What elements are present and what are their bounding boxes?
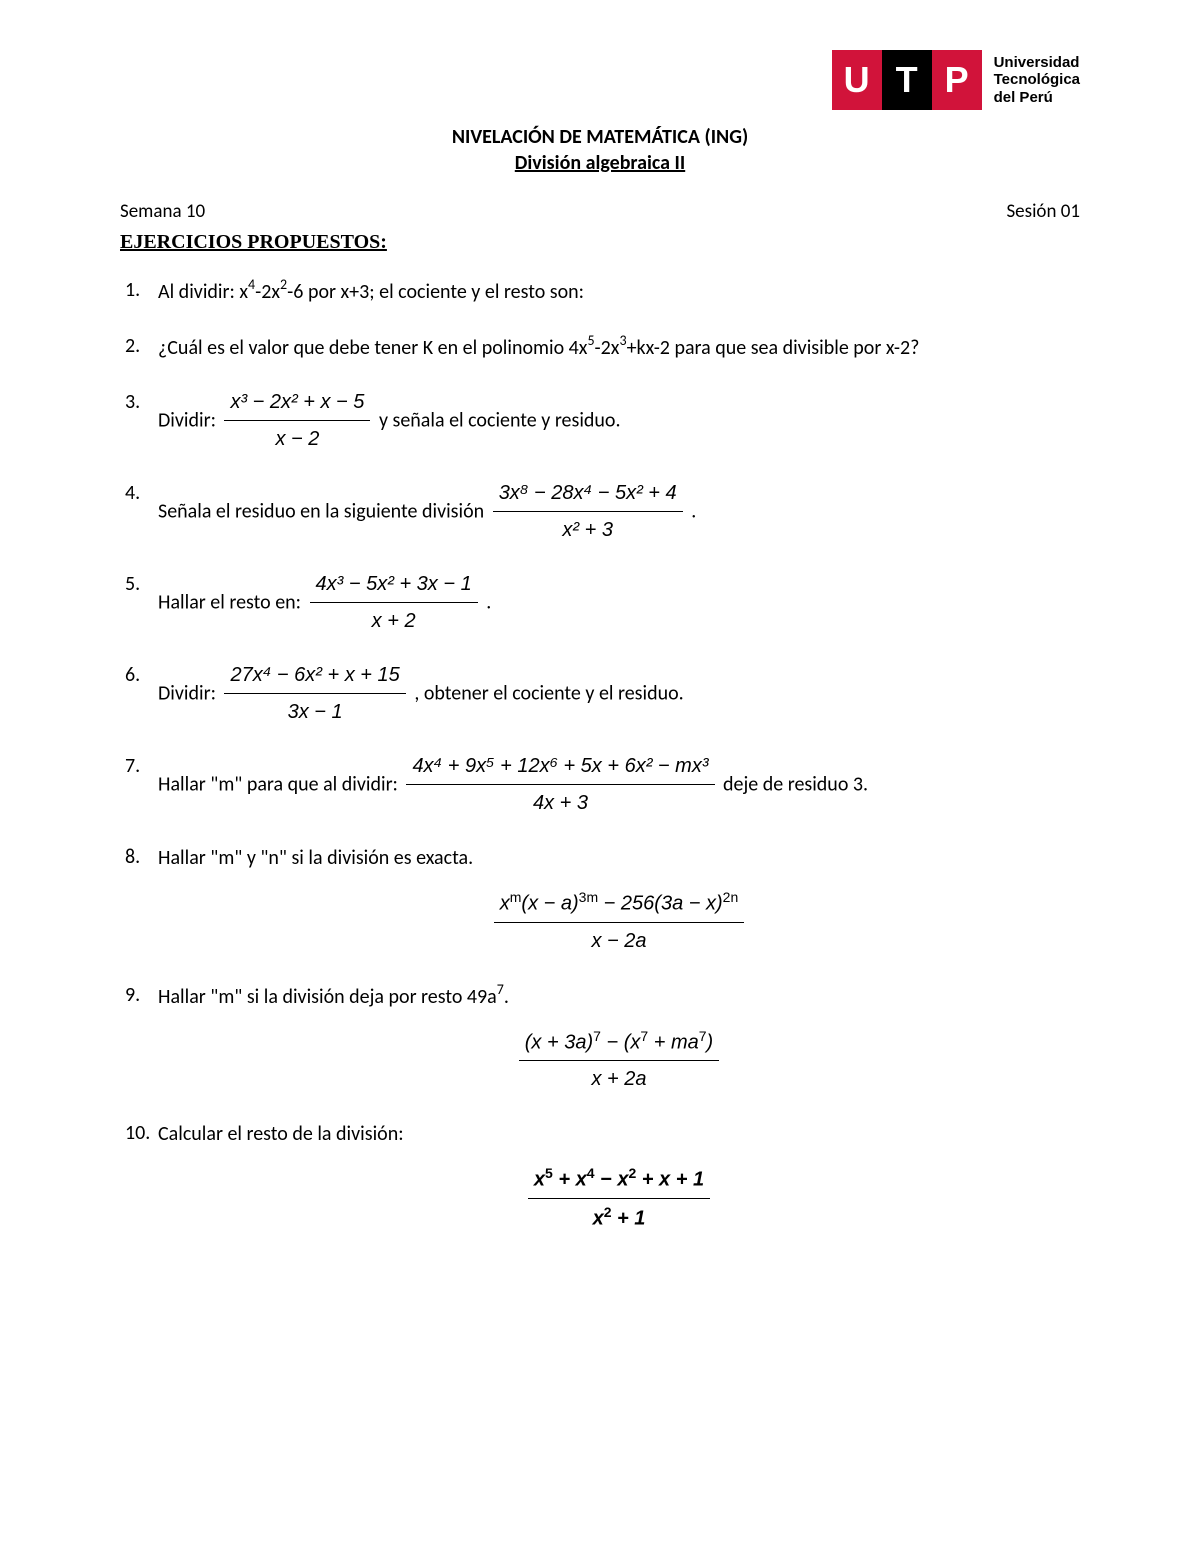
uni-line2: Tecnológica: [994, 71, 1080, 88]
university-name: Universidad Tecnológica del Perú: [994, 54, 1080, 106]
ex9-text-a: Hallar "m" si la división deja por resto…: [158, 985, 497, 1009]
ex6-text-a: Dividir:: [158, 681, 220, 705]
ex8-denominator: x − 2a: [494, 923, 744, 957]
ex4-fraction: 3x⁸ − 28x⁴ − 5x² + 4 x² + 3: [493, 477, 683, 546]
ex2-text-c: +kx-2 para que sea divisible por x-2?: [627, 336, 920, 360]
ex7-numerator: 4x⁴ + 9x⁵ + 12x⁶ + 5x + 6x² − mx³: [406, 750, 714, 785]
ex3-text-b: y señala el cociente y residuo.: [379, 408, 621, 432]
ex7-denominator: 4x + 3: [406, 785, 714, 819]
ex10-fraction: x5 + x4 − x2 + x + 1 x2 + 1: [528, 1162, 710, 1234]
ex10-numerator: x5 + x4 − x2 + x + 1: [528, 1162, 710, 1199]
uni-line3: del Perú: [994, 89, 1080, 106]
ex9-denominator: x + 2a: [519, 1061, 719, 1095]
exercise-5: Hallar el resto en: 4x³ − 5x² + 3x − 1 x…: [120, 568, 1080, 637]
ex3-denominator: x − 2: [224, 421, 370, 455]
ex5-numerator: 4x³ − 5x² + 3x − 1: [310, 568, 478, 603]
ex2-text-b: -2x: [595, 336, 620, 360]
document-titles: NIVELACIÓN DE MATEMÁTICA (ING) División …: [120, 125, 1080, 175]
exercise-list: Al dividir: x4-2x2-6 por x+3; el cocient…: [120, 274, 1080, 1235]
ex8-fraction: xm(x − a)3m − 256(3a − x)2n x − 2a: [494, 886, 744, 957]
exercise-4: Señala el residuo en la siguiente divisi…: [120, 477, 1080, 546]
header-logo-area: U T P Universidad Tecnológica del Perú: [120, 50, 1080, 110]
ex9-math: (x + 3a)7 − (x7 + ma7) x + 2a: [158, 1025, 1080, 1096]
ex6-numerator: 27x⁴ − 6x² + x + 15: [224, 659, 405, 694]
ex4-text-b: .: [691, 499, 696, 523]
section-header: EJERCICIOS PROPUESTOS:: [120, 231, 1080, 254]
utp-logo: U T P: [832, 50, 982, 110]
ex10-denominator: x2 + 1: [528, 1199, 710, 1235]
ex9-numerator: (x + 3a)7 − (x7 + ma7): [519, 1025, 719, 1062]
ex7-text-b: deje de residuo 3.: [723, 772, 868, 796]
ex1-text-b: -2x: [255, 280, 280, 304]
ex1-text-a: Al dividir: x: [158, 280, 248, 304]
exercise-1: Al dividir: x4-2x2-6 por x+3; el cocient…: [120, 274, 1080, 308]
logo-letter-p: P: [932, 50, 982, 110]
ex9-fraction: (x + 3a)7 − (x7 + ma7) x + 2a: [519, 1025, 719, 1096]
exercise-10: Calcular el resto de la división: x5 + x…: [120, 1117, 1080, 1235]
ex3-text-a: Dividir:: [158, 408, 220, 432]
exercise-7: Hallar "m" para que al dividir: 4x⁴ + 9x…: [120, 750, 1080, 819]
ex8-numerator: xm(x − a)3m − 256(3a − x)2n: [494, 886, 744, 923]
course-title: NIVELACIÓN DE MATEMÁTICA (ING): [120, 125, 1080, 149]
exercise-8: Hallar "m" y "n" si la división es exact…: [120, 841, 1080, 957]
ex10-math: x5 + x4 − x2 + x + 1 x2 + 1: [158, 1162, 1080, 1234]
ex8-math: xm(x − a)3m − 256(3a − x)2n x − 2a: [158, 886, 1080, 957]
ex4-denominator: x² + 3: [493, 512, 683, 546]
ex9-text-b: .: [504, 985, 509, 1009]
ex6-denominator: 3x − 1: [224, 694, 405, 728]
ex4-numerator: 3x⁸ − 28x⁴ − 5x² + 4: [493, 477, 683, 512]
ex1-text-c: -6 por x+3; el cociente y el resto son:: [287, 280, 584, 304]
meta-row: Semana 10 Sesión 01: [120, 200, 1080, 223]
ex4-text-a: Señala el residuo en la siguiente divisi…: [158, 499, 489, 523]
exercise-9: Hallar "m" si la división deja por resto…: [120, 979, 1080, 1096]
session-label: Sesión 01: [1006, 200, 1080, 223]
uni-line1: Universidad: [994, 54, 1080, 71]
ex5-fraction: 4x³ − 5x² + 3x − 1 x + 2: [310, 568, 478, 637]
logo-letter-t: T: [882, 50, 932, 110]
ex3-fraction: x³ − 2x² + x − 5 x − 2: [224, 386, 370, 455]
ex2-text-a: ¿Cuál es el valor que debe tener K en el…: [158, 336, 587, 360]
ex7-text-a: Hallar "m" para que al dividir:: [158, 772, 402, 796]
ex8-text-a: Hallar "m" y "n" si la división es exact…: [158, 846, 473, 870]
ex3-numerator: x³ − 2x² + x − 5: [224, 386, 370, 421]
week-label: Semana 10: [120, 200, 205, 223]
ex5-text-a: Hallar el resto en:: [158, 590, 306, 614]
exercise-2: ¿Cuál es el valor que debe tener K en el…: [120, 330, 1080, 364]
ex6-fraction: 27x⁴ − 6x² + x + 15 3x − 1: [224, 659, 405, 728]
exercise-6: Dividir: 27x⁴ − 6x² + x + 15 3x − 1 , ob…: [120, 659, 1080, 728]
exercise-3: Dividir: x³ − 2x² + x − 5 x − 2 y señala…: [120, 386, 1080, 455]
ex6-text-b: , obtener el cociente y el residuo.: [414, 681, 683, 705]
ex5-denominator: x + 2: [310, 603, 478, 637]
topic-title: División algebraica II: [120, 151, 1080, 175]
ex10-text-a: Calcular el resto de la división:: [158, 1122, 404, 1146]
ex7-fraction: 4x⁴ + 9x⁵ + 12x⁶ + 5x + 6x² − mx³ 4x + 3: [406, 750, 714, 819]
logo-letter-u: U: [832, 50, 882, 110]
ex5-text-b: .: [486, 590, 491, 614]
